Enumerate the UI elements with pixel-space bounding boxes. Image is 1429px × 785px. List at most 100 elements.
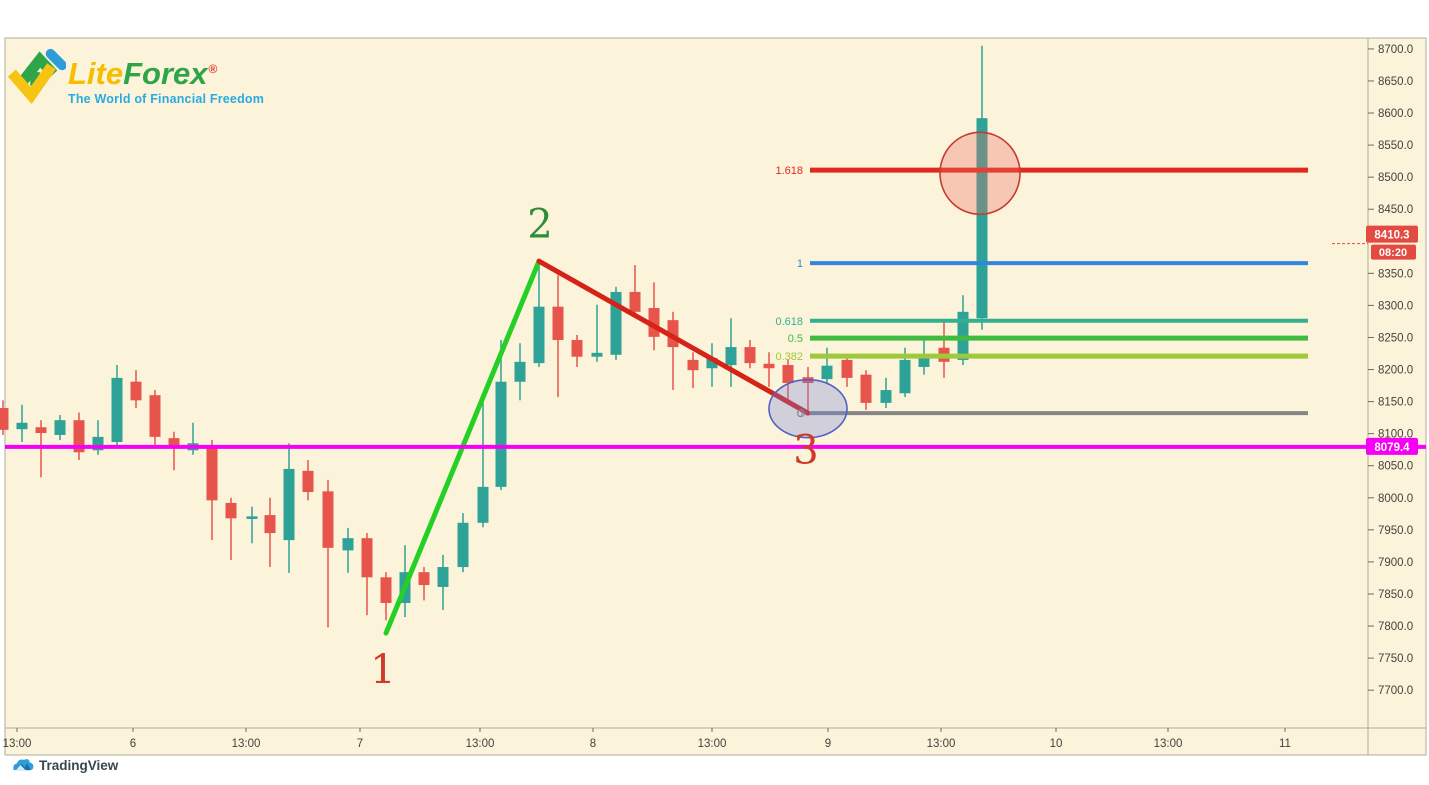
fib-label-0.382: 0.382	[775, 351, 803, 363]
candle	[571, 334, 583, 367]
candle	[16, 404, 28, 442]
candle-body	[168, 438, 180, 446]
candle	[225, 497, 237, 560]
candle	[0, 400, 9, 435]
trend-line-correction-2-3[interactable]	[536, 258, 811, 416]
price-badge-box	[1366, 225, 1418, 243]
price-tick-label: 8600.0	[1378, 108, 1413, 120]
candle-body	[322, 491, 334, 548]
candle-body	[16, 422, 28, 430]
candle-body	[246, 516, 258, 519]
candle-body	[629, 291, 641, 312]
candle-body	[744, 347, 756, 364]
candle	[687, 352, 699, 389]
tradingview-label: TradingView	[39, 757, 119, 773]
candle-body	[225, 502, 237, 519]
price-tick-label: 8250.0	[1378, 332, 1413, 344]
logo-registered-mark: ®	[208, 61, 218, 76]
candle	[552, 275, 564, 398]
candle-body	[457, 522, 469, 568]
candle-body	[706, 357, 718, 369]
candle-body	[841, 359, 853, 378]
candle	[111, 365, 123, 448]
price-tick-label: 7700.0	[1378, 685, 1413, 697]
time-tick-label: 8	[590, 738, 596, 750]
candle	[322, 479, 334, 628]
candle-body	[35, 427, 47, 434]
wave-label-1: 1	[370, 647, 395, 693]
candle-body	[149, 395, 161, 437]
candle	[841, 354, 853, 387]
price-tick-label: 7850.0	[1378, 589, 1413, 601]
price-tick-label: 8500.0	[1378, 172, 1413, 184]
price-tick-label: 8700.0	[1378, 44, 1413, 56]
price-tick-label: 8050.0	[1378, 461, 1413, 473]
candle-body	[54, 420, 66, 435]
fib-label-0: 0	[797, 408, 803, 420]
candle	[342, 527, 354, 573]
candle-body	[667, 320, 679, 348]
candle-body	[495, 381, 507, 487]
price-tick-label: 8150.0	[1378, 397, 1413, 409]
candle	[610, 286, 622, 360]
annotation-circle-1[interactable]	[939, 131, 1021, 216]
price-tick-label: 8000.0	[1378, 493, 1413, 505]
candle	[457, 513, 469, 573]
candle	[437, 554, 449, 611]
candle-body	[899, 359, 911, 394]
candle-body	[418, 572, 430, 585]
price-tick-label: 7900.0	[1378, 557, 1413, 569]
fib-drag-handle[interactable]	[797, 409, 805, 418]
candle-body	[342, 538, 354, 551]
time-tick-label: 13:00	[232, 738, 261, 750]
liteforex-logo-icon	[8, 48, 66, 104]
candle	[706, 343, 718, 387]
candle	[380, 572, 392, 621]
price-tick-label: 8650.0	[1378, 76, 1413, 88]
logo-text-forex: Forex	[123, 56, 208, 91]
time-tick-label: 11	[1279, 738, 1291, 750]
candle-body	[880, 390, 892, 403]
countdown-badge-value: 08:20	[1379, 247, 1407, 259]
price-badge	[1366, 437, 1418, 455]
candle-body	[437, 567, 449, 587]
fib-label-0.618: 0.618	[775, 316, 803, 328]
price-tick-label: 8100.0	[1378, 429, 1413, 441]
time-tick-label: 13:00	[466, 738, 495, 750]
annotation-ellipse-2[interactable]	[768, 378, 848, 439]
candle	[246, 506, 258, 544]
liteforex-logo: LiteForex® The World of Financial Freedo…	[8, 44, 264, 108]
tradingview-watermark[interactable]: TradingView	[12, 757, 118, 773]
chart-panel	[4, 37, 1427, 756]
candle	[92, 420, 104, 455]
price-badge-value: 8410.3	[1374, 230, 1409, 242]
candle	[361, 533, 373, 616]
candle	[591, 304, 603, 362]
candle-body	[763, 363, 775, 369]
price-tick-label: 8550.0	[1378, 140, 1413, 152]
candle-body	[571, 340, 583, 357]
candle	[880, 377, 892, 409]
candle	[533, 265, 545, 367]
candle-body	[552, 306, 564, 341]
time-tick-label: 10	[1050, 738, 1063, 750]
candle-body	[283, 468, 295, 541]
candle-body	[860, 374, 872, 403]
candle	[744, 340, 756, 369]
candle	[976, 45, 988, 330]
candle	[763, 352, 775, 387]
candle	[648, 282, 660, 351]
fib-label-0.5: 0.5	[788, 333, 803, 345]
time-tick-label: 13:00	[1154, 738, 1183, 750]
candle-body	[782, 365, 794, 383]
candle	[54, 415, 66, 441]
candle-body	[380, 577, 392, 603]
price-badge	[1332, 225, 1418, 260]
candle	[477, 402, 489, 528]
candle-body	[976, 118, 988, 319]
fib-label-1.618: 1.618	[775, 165, 803, 177]
logo-text-lite: Lite	[68, 56, 124, 91]
candle-body	[821, 365, 833, 380]
